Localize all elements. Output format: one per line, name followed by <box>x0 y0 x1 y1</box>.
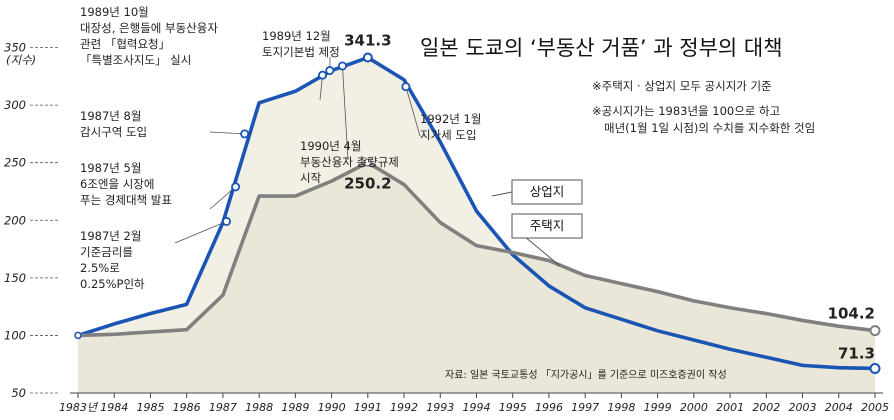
annotation-text: 시작 <box>300 171 322 185</box>
x-tick-label: 2003 <box>789 401 817 414</box>
annotation-text: 0.25%P인하 <box>80 277 145 291</box>
y-tick-label: 200 <box>4 213 26 227</box>
annotation-text: 2.5%로 <box>80 261 120 275</box>
y-axis-label: (지수) <box>6 53 36 67</box>
annotation-text: 기준금리를 <box>80 245 133 259</box>
peak-value-label-residential: 250.2 <box>344 174 391 192</box>
annotation-text: 관련 「협력요청」 <box>80 37 170 51</box>
annotation-text: 토지기본법 제정 <box>262 45 340 59</box>
x-tick-label: 1987 <box>209 401 237 414</box>
annotation-text: 「특별조사지도」 실시 <box>80 53 191 67</box>
annotation-text: 대장성, 은행들에 부동산융자 <box>80 21 218 35</box>
annotation-text: 감시구역 도입 <box>80 125 147 139</box>
x-tick-label: 1993 <box>426 401 454 414</box>
series-label-text: 상업지 <box>530 184 565 199</box>
y-tick-label: 50 <box>11 386 26 400</box>
x-tick-label: 1994 <box>463 401 491 414</box>
annotation-text: 부동산융자 총량규제 <box>300 155 399 169</box>
annotation-text: 1992년 1월 <box>420 112 481 126</box>
peak-value-label-commercial: 341.3 <box>344 32 391 50</box>
annotation-point <box>326 67 333 74</box>
annotation-leader <box>210 132 245 134</box>
annotation-point <box>339 62 346 69</box>
x-tick-label: 1996 <box>535 401 563 414</box>
x-tick-label: 1997 <box>571 401 599 414</box>
end-value-label-commercial: 71.3 <box>838 344 875 362</box>
x-tick-label: 1988 <box>245 401 273 414</box>
x-tick-label: 1998 <box>607 401 635 414</box>
x-tick-label: 1999 <box>644 401 672 414</box>
annotation-text: 1989년 12월 <box>262 29 331 43</box>
x-tick-label: 1995 <box>499 401 527 414</box>
y-tick-label: 300 <box>4 98 26 112</box>
x-tick-label: 2005 <box>861 401 889 414</box>
x-tick-label: 1985 <box>136 401 164 414</box>
y-tick-label: 150 <box>4 271 26 285</box>
end-value-label-residential: 104.2 <box>828 305 875 323</box>
x-tick-label: 2002 <box>752 401 780 414</box>
y-tick-label: 250 <box>4 156 26 170</box>
note-line-2: ※공시지가는 1983년을 100으로 하고 <box>592 104 780 118</box>
annotation-point <box>223 218 230 225</box>
annotation-text: 1987년 8월 <box>80 109 141 123</box>
x-tick-label: 1990 <box>318 401 346 414</box>
series-end-point <box>871 326 880 335</box>
x-tick-label: 1989 <box>281 401 309 414</box>
series-label-text: 주택지 <box>530 218 565 233</box>
x-tick-label: 1992 <box>390 401 418 414</box>
y-tick-label: 100 <box>4 328 26 342</box>
x-tick-label: 2001 <box>716 401 744 414</box>
x-tick-label: 1991 <box>354 401 382 414</box>
x-tick-label: 2000 <box>680 401 708 414</box>
annotation-point <box>402 83 409 90</box>
annotation-text: 1987년 2월 <box>80 229 141 243</box>
series-end-point <box>871 364 880 373</box>
annotation-point <box>241 130 248 137</box>
series-label-leader <box>492 192 512 196</box>
note-line-3: 매년(1월 1일 시점)의 수치를 지수화한 것임 <box>604 121 815 135</box>
annotation-text: 푸는 경제대책 발표 <box>80 193 172 207</box>
annotation-point <box>232 183 239 190</box>
annotation-text: 1990년 4월 <box>300 139 361 153</box>
annotation-text: 지가세 도입 <box>420 128 477 142</box>
x-tick-label: 2004 <box>825 401 853 414</box>
note-line-1: ※주택지 · 상업지 모두 공시지가 기준 <box>592 79 772 93</box>
x-tick-label: 1984 <box>100 401 128 414</box>
annotation-point <box>319 72 326 79</box>
annotation-text: 1987년 5월 <box>80 161 141 175</box>
annotation-text: 1989년 10월 <box>80 5 149 19</box>
source-note: 자료: 일본 국토교통성 「지가공시」를 기준으로 미즈호증권이 작성 <box>445 369 727 381</box>
annotation-text: 6조엔을 시장에 <box>80 177 154 191</box>
series-start-point <box>75 332 81 338</box>
chart-title: 일본 도쿄의 ‘부동산 거품’ 과 정부의 대책 <box>420 36 783 60</box>
x-tick-label: 1983년 <box>59 401 99 414</box>
peak-point-commercial <box>364 54 372 62</box>
x-tick-label: 1986 <box>173 401 201 414</box>
